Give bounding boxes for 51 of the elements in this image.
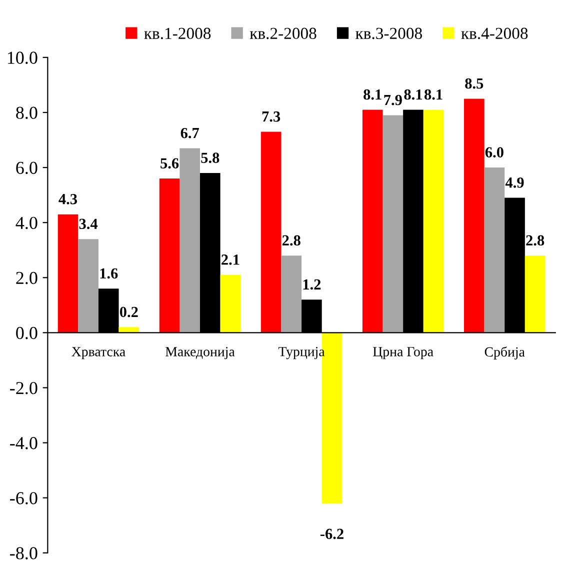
y-tick-label: 8.0	[16, 106, 38, 119]
data-label: 0.2	[120, 306, 138, 318]
bar	[382, 115, 404, 333]
y-tick-label: -4.0	[10, 437, 38, 450]
y-tick-label: 10.0	[8, 52, 38, 64]
bar	[159, 178, 180, 333]
data-label: 8.1	[424, 89, 442, 100]
data-label: 2.1	[222, 254, 240, 265]
data-label: 8.5	[465, 78, 484, 89]
data-label: 5.8	[201, 152, 220, 164]
legend-label: кв.4-2008	[461, 28, 528, 40]
x-tick-label: Хрватска	[72, 347, 126, 360]
data-label: 1.2	[303, 279, 321, 290]
data-label: 2.8	[526, 235, 544, 246]
y-tick-label: 2.0	[16, 272, 38, 284]
legend-label: кв.1-2008	[144, 28, 211, 40]
data-label: 5.6	[160, 158, 179, 169]
legend-label: кв.3-2008	[356, 28, 422, 40]
data-label: 4.3	[58, 194, 78, 204]
data-label: 1.6	[100, 268, 118, 279]
bar	[484, 168, 505, 333]
legend-label: кв.2-2008	[250, 28, 316, 40]
y-tick-label: 6.0	[16, 162, 38, 174]
bar	[281, 256, 302, 333]
data-label: 7.9	[384, 94, 402, 106]
x-tick-label: Србија	[484, 346, 525, 360]
y-tick-label: -6.0	[10, 492, 38, 504]
y-tick-label: -2.0	[10, 382, 38, 394]
data-label: 3.4	[79, 218, 98, 230]
bar	[180, 148, 200, 333]
data-label: -6.2	[320, 528, 344, 540]
x-tick-label: Црна Гора	[373, 347, 434, 360]
y-tick-label: 4.0	[16, 216, 38, 230]
data-label: 7.3	[262, 111, 280, 122]
data-label: 4.9	[505, 177, 524, 188]
y-tick-label: -8.0	[10, 547, 38, 560]
bar	[423, 110, 444, 333]
bar	[58, 214, 78, 333]
y-tick-label: 0.0	[16, 326, 38, 340]
bar	[362, 110, 383, 333]
x-tick-label: Македонија	[166, 347, 235, 360]
bar	[78, 239, 98, 333]
bar	[260, 132, 282, 333]
data-label: 6.0	[485, 147, 504, 158]
data-label: 2.8	[282, 235, 300, 246]
data-label: 8.1	[364, 89, 382, 100]
bar	[464, 98, 484, 333]
bar	[524, 256, 546, 333]
data-label: 6.7	[180, 128, 200, 138]
bar	[220, 274, 241, 333]
data-label: 8.1	[404, 89, 422, 100]
